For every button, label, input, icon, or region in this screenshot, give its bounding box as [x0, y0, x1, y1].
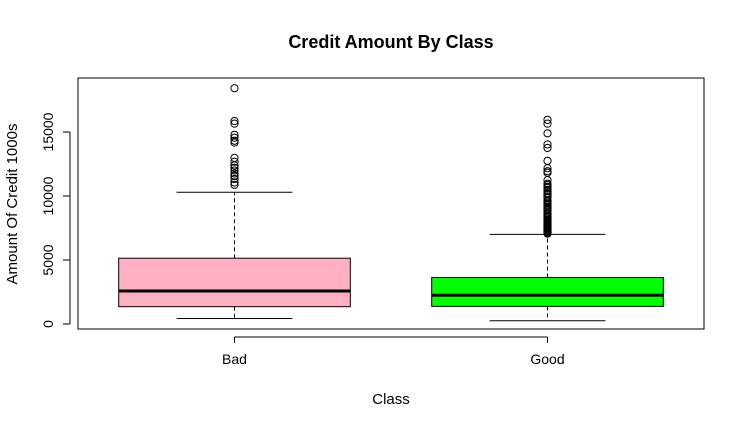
box-iqr	[431, 276, 664, 307]
outlier-point	[230, 174, 239, 184]
y-tick-label: 0	[40, 320, 56, 328]
outlier-point	[230, 84, 239, 93]
outlier-point	[230, 136, 239, 145]
outlier-point	[543, 129, 552, 138]
outlier-point	[543, 140, 552, 149]
y-tick-label: 10000	[40, 176, 56, 215]
plot-frame	[77, 77, 705, 330]
y-tick-label: 15000	[40, 112, 56, 151]
x-tick-label: Bad	[222, 351, 247, 367]
outlier-point	[543, 179, 552, 188]
chart-title: Credit Amount By Class	[288, 32, 493, 52]
outlier-point	[230, 133, 239, 142]
box-group-bad	[118, 84, 351, 319]
x-tick-label: Good	[530, 351, 564, 367]
y-axis-label: Amount Of Credit 1000s	[4, 124, 21, 285]
outlier-point	[230, 163, 239, 172]
outlier-point	[543, 167, 552, 176]
outlier-point	[230, 119, 239, 128]
outlier-point	[230, 169, 239, 178]
x-axis-label: Class	[372, 391, 410, 408]
outlier-point	[543, 156, 552, 165]
outlier-point	[230, 153, 239, 163]
outlier-point	[543, 143, 552, 153]
outlier-point	[543, 119, 552, 128]
x-axis: Bad Good	[222, 336, 565, 367]
outlier-point	[543, 192, 552, 201]
outlier-point	[230, 116, 239, 126]
outlier-point	[230, 166, 239, 175]
y-tick-label: 5000	[40, 244, 56, 275]
outlier-point	[543, 115, 552, 125]
outlier-point	[543, 209, 552, 218]
outlier-point	[230, 180, 239, 189]
outlier-point	[230, 130, 239, 139]
box-group-good	[431, 115, 664, 322]
box-iqr	[118, 257, 351, 308]
y-axis: 0 5000 10000 15000	[40, 112, 71, 328]
outlier-point	[230, 171, 239, 180]
outlier-point	[230, 157, 239, 166]
boxes-layer	[118, 84, 664, 322]
